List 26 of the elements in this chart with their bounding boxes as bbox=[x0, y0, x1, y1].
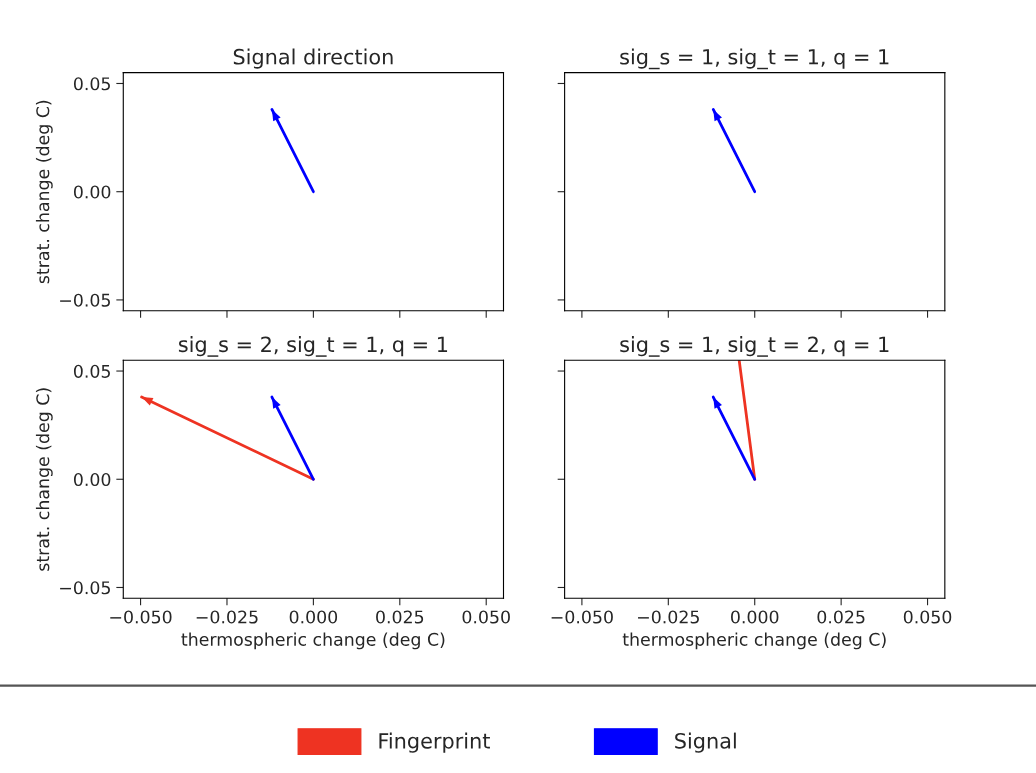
y-axis-title: strat. change (deg C) bbox=[35, 100, 53, 284]
x-axis-title: thermospheric change (deg C) bbox=[181, 632, 445, 650]
chart-title: sig_s = 2, sig_t = 1, q = 1 bbox=[178, 336, 448, 357]
y-tick-label: −0.05 bbox=[60, 581, 110, 595]
x-tick-label: 0.000 bbox=[289, 610, 338, 624]
y-tick-label: 0.00 bbox=[73, 472, 111, 487]
x-tick-label: 0.025 bbox=[376, 610, 424, 624]
y-tick-label: 0.00 bbox=[73, 185, 111, 199]
y-tick-label: −0.05 bbox=[60, 293, 110, 307]
x-tick-label: 0.050 bbox=[462, 610, 510, 624]
y-tick-label: 0.05 bbox=[73, 364, 110, 378]
x-axis-title: thermospheric change (deg C) bbox=[622, 632, 886, 650]
x-tick-label: 0.050 bbox=[903, 610, 952, 624]
chart-title: sig_s = 1, sig_t = 2, q = 1 bbox=[620, 336, 889, 357]
x-tick-label: 0.000 bbox=[731, 610, 779, 624]
x-tick-label: −0.050 bbox=[110, 610, 172, 624]
chart-title: sig_s = 1, sig_t = 1, q = 1 bbox=[620, 48, 889, 70]
y-tick-label: 0.05 bbox=[73, 77, 110, 91]
chart-title: Signal direction bbox=[233, 48, 393, 69]
legend-label: Fingerprint bbox=[379, 732, 490, 753]
y-axis-title: strat. change (deg C) bbox=[35, 388, 53, 571]
x-tick-label: −0.050 bbox=[551, 610, 613, 624]
x-tick-label: −0.025 bbox=[638, 610, 699, 624]
x-tick-label: −0.025 bbox=[196, 610, 258, 624]
legend-label: Signal bbox=[675, 732, 736, 753]
x-tick-label: 0.025 bbox=[817, 610, 865, 624]
